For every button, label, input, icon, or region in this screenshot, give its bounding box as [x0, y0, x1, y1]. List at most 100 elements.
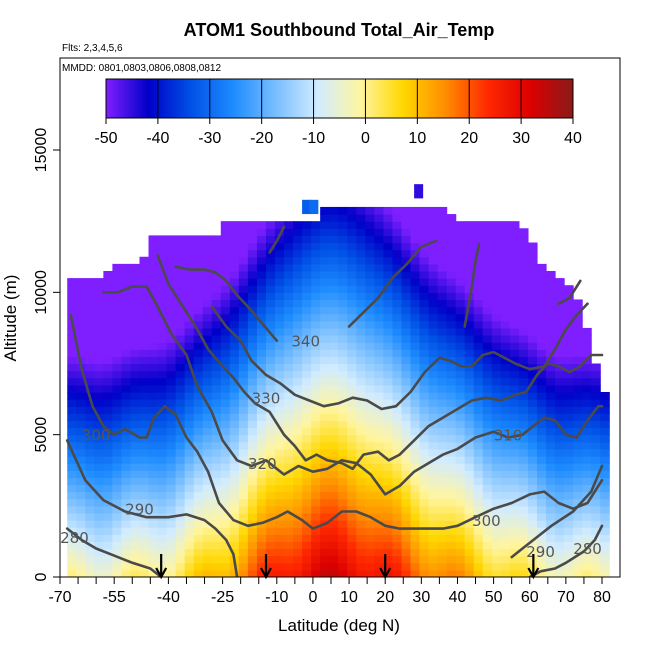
- heatmap-cell: [157, 548, 168, 557]
- heatmap-cell: [293, 406, 303, 414]
- heatmap-cell: [509, 306, 520, 315]
- heatmap-cell: [374, 349, 384, 357]
- heatmap-cell: [166, 399, 177, 407]
- heatmap-cell: [347, 235, 357, 244]
- heatmap-cell: [518, 228, 529, 236]
- heatmap-cell: [446, 313, 457, 322]
- heatmap-cell: [446, 384, 457, 393]
- heatmap-cell: [320, 335, 330, 343]
- heatmap-cell: [455, 221, 466, 229]
- heatmap-cell: [356, 441, 366, 450]
- heatmap-cell: [392, 569, 403, 577]
- heatmap-cell: [320, 463, 330, 471]
- heatmap-cell: [256, 292, 267, 301]
- heatmap-cell: [401, 399, 412, 407]
- heatmap-cell: [482, 555, 493, 564]
- heatmap-cell: [320, 377, 330, 386]
- heatmap-cell: [229, 363, 240, 372]
- heatmap-cell: [545, 406, 556, 414]
- heatmap-cell: [112, 384, 123, 393]
- heatmap-cell: [76, 342, 86, 350]
- heatmap-cell: [573, 406, 583, 414]
- heatmap-cell: [446, 242, 457, 251]
- heatmap-cell: [564, 456, 574, 464]
- heatmap-cell: [356, 278, 366, 286]
- heatmap-cell: [500, 249, 511, 258]
- heatmap-cell: [121, 399, 132, 407]
- heatmap-cell: [410, 306, 421, 315]
- heatmap-cell: [564, 349, 574, 357]
- heatmap-cell: [85, 306, 95, 315]
- heatmap-cell: [76, 491, 86, 500]
- heatmap-cell: [274, 235, 285, 244]
- heatmap-cell: [518, 242, 529, 251]
- heatmap-cell: [338, 463, 348, 471]
- heatmap-cell: [130, 427, 141, 436]
- heatmap-cell: [338, 299, 348, 308]
- heatmap-cell: [211, 342, 222, 350]
- heatmap-cell: [401, 505, 412, 514]
- heatmap-cell: [94, 391, 104, 400]
- heatmap-cell: [311, 413, 321, 422]
- heatmap-cell: [573, 448, 583, 457]
- heatmap-cell: [265, 541, 276, 550]
- heatmap-cell: [482, 399, 493, 407]
- heatmap-cell: [229, 541, 240, 550]
- heatmap-cell: [94, 534, 104, 543]
- heatmap-cell: [491, 484, 502, 493]
- heatmap-cell: [419, 484, 430, 493]
- heatmap-cell: [121, 498, 132, 507]
- heatmap-cell: [211, 534, 222, 543]
- colorbar-tick-label: 20: [460, 130, 478, 147]
- heatmap-cell: [491, 541, 502, 550]
- heatmap-cell: [85, 491, 95, 500]
- heatmap-cell: [374, 249, 384, 258]
- heatmap-cell: [121, 342, 132, 350]
- heatmap-cell: [338, 228, 348, 236]
- heatmap-cell: [202, 555, 213, 564]
- heatmap-cell: [473, 527, 484, 535]
- heatmap-cell: [184, 249, 195, 258]
- heatmap-cell: [347, 377, 357, 386]
- heatmap-cell: [130, 512, 141, 521]
- heatmap-cell: [229, 448, 240, 457]
- heatmap-cell: [229, 335, 240, 343]
- heatmap-cell: [238, 228, 249, 236]
- heatmap-cell: [238, 285, 249, 293]
- heatmap-cell: [76, 313, 86, 322]
- heatmap-cell: [573, 541, 583, 550]
- heatmap-cell: [94, 527, 104, 535]
- heatmap-cell: [482, 320, 493, 329]
- contour-line-290: [65, 439, 239, 577]
- heatmap-cell: [311, 285, 321, 293]
- heatmap-cell: [329, 520, 339, 528]
- heatmap-cell: [473, 391, 484, 400]
- heatmap-cell: [509, 434, 520, 443]
- heatmap-cell: [256, 221, 267, 229]
- heatmap-cell: [491, 306, 502, 315]
- heatmap-cell: [157, 242, 168, 251]
- heatmap-cell: [85, 484, 95, 493]
- heatmap-cell: [139, 456, 150, 464]
- heatmap-cell: [500, 527, 511, 535]
- heatmap-cell: [130, 520, 141, 528]
- heatmap-cell: [464, 562, 475, 571]
- heatmap-cell: [356, 505, 366, 514]
- heatmap-cell: [175, 349, 186, 357]
- contour-label: 290: [125, 500, 154, 518]
- heatmap-cell: [121, 477, 132, 486]
- heatmap-cell: [446, 256, 457, 265]
- heatmap-cell: [329, 228, 339, 236]
- heatmap-cell: [509, 477, 520, 486]
- heatmap-cell: [365, 498, 375, 507]
- heatmap-cell: [112, 498, 123, 507]
- heatmap-cell: [500, 263, 511, 272]
- heatmap-cell: [112, 399, 123, 407]
- heatmap-cell: [446, 441, 457, 450]
- heatmap-cell: [356, 320, 366, 329]
- heatmap-cell: [148, 456, 159, 464]
- heatmap-cell: [311, 448, 321, 457]
- heatmap-cell: [238, 434, 249, 443]
- heatmap-cell: [130, 441, 141, 450]
- heatmap-cell: [274, 370, 285, 379]
